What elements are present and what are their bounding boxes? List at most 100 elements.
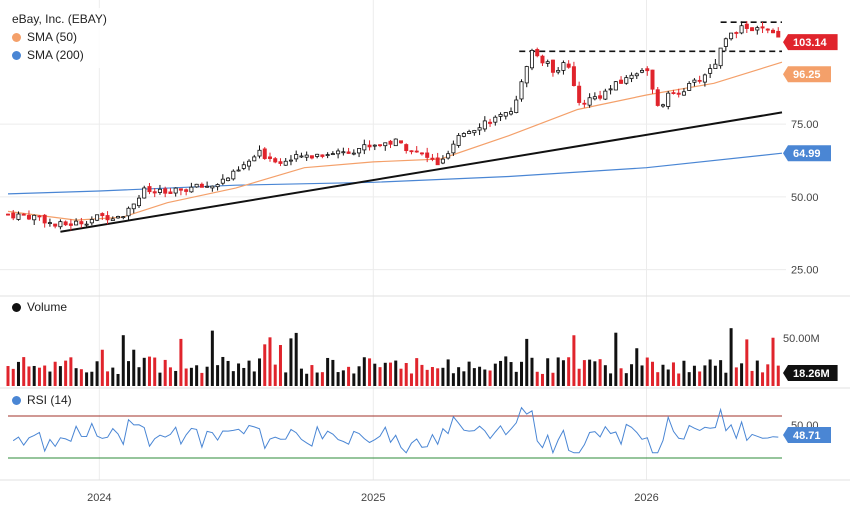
candle-body bbox=[53, 223, 58, 227]
volume-bar bbox=[48, 371, 52, 386]
legend-sma200[interactable]: SMA (200) bbox=[12, 46, 107, 64]
candle-body bbox=[566, 63, 571, 68]
volume-bar bbox=[640, 365, 644, 386]
volume-bar bbox=[582, 360, 586, 386]
volume-bar bbox=[483, 369, 487, 386]
volume-bar bbox=[64, 360, 68, 386]
candle-body bbox=[273, 158, 278, 163]
candle-body bbox=[294, 154, 299, 160]
volume-dot-icon bbox=[12, 302, 21, 312]
volume-bar bbox=[687, 372, 691, 386]
candle-body bbox=[346, 151, 351, 154]
volume-bar bbox=[79, 369, 83, 386]
sma200-dot-icon bbox=[12, 50, 21, 60]
volume-badge-text: 18.26M bbox=[793, 368, 830, 380]
volume-legend[interactable]: Volume bbox=[10, 299, 74, 315]
candle-body bbox=[419, 152, 424, 155]
volume-bar bbox=[603, 365, 607, 386]
rsi-legend-label: RSI (14) bbox=[27, 393, 72, 407]
candle-body bbox=[84, 223, 89, 226]
candle-body bbox=[320, 154, 325, 157]
volume-bar bbox=[299, 368, 303, 386]
candle-body bbox=[357, 148, 362, 154]
candle-body bbox=[503, 112, 508, 117]
candle-body bbox=[79, 221, 84, 225]
rsi-legend[interactable]: RSI (14) bbox=[10, 392, 78, 408]
volume-bar bbox=[32, 365, 36, 386]
volume-bar bbox=[242, 367, 246, 386]
legend-title-text: eBay, Inc. (EBAY) bbox=[12, 12, 107, 26]
volume-bar bbox=[347, 366, 351, 386]
candle-body bbox=[252, 156, 257, 162]
candle-body bbox=[771, 29, 776, 34]
candle-body bbox=[456, 135, 461, 146]
legend-sma50[interactable]: SMA (50) bbox=[12, 28, 107, 46]
candle-body bbox=[425, 152, 430, 158]
volume-bar bbox=[95, 361, 99, 386]
volume-bar bbox=[546, 358, 550, 386]
rsi-pane bbox=[8, 406, 782, 459]
volume-bar bbox=[577, 368, 581, 386]
volume-bar bbox=[441, 367, 445, 386]
candle-body bbox=[540, 55, 545, 64]
volume-bar bbox=[121, 335, 125, 386]
volume-bar bbox=[85, 372, 89, 386]
candle-body bbox=[577, 85, 582, 103]
volume-bar bbox=[635, 348, 639, 386]
candle-body bbox=[414, 150, 419, 153]
volume-bar bbox=[593, 361, 597, 386]
candle-body bbox=[467, 131, 472, 134]
candle-body bbox=[755, 27, 760, 31]
volume-bar bbox=[189, 367, 193, 386]
candle-body bbox=[498, 113, 503, 117]
candle-body bbox=[477, 127, 482, 131]
x-tick-label: 2024 bbox=[87, 492, 111, 504]
volume-bar bbox=[163, 359, 167, 386]
volume-bar bbox=[247, 360, 251, 386]
candle-body bbox=[68, 223, 73, 226]
candle-body bbox=[561, 62, 566, 71]
candle-body bbox=[32, 214, 37, 221]
volume-bar bbox=[368, 358, 372, 386]
candle-body bbox=[147, 186, 152, 193]
candle-body bbox=[262, 148, 267, 159]
volume-bar bbox=[462, 371, 466, 386]
volume-bar bbox=[373, 363, 377, 386]
volume-bar bbox=[520, 361, 524, 386]
candle-body bbox=[723, 38, 728, 47]
volume-bar bbox=[588, 359, 592, 386]
x-tick-label: 2025 bbox=[361, 492, 385, 504]
volume-bar bbox=[509, 362, 513, 386]
candle-body bbox=[126, 207, 131, 217]
volume-bar bbox=[205, 366, 209, 386]
candle-body bbox=[608, 88, 613, 91]
candle-body bbox=[378, 144, 383, 147]
volume-bar bbox=[22, 357, 26, 386]
volume-tick-label: 50.00M bbox=[783, 333, 820, 345]
candle-body bbox=[713, 63, 718, 69]
volume-bar bbox=[614, 332, 618, 386]
candle-body bbox=[131, 203, 136, 210]
candle-body bbox=[440, 158, 445, 164]
candle-body bbox=[26, 215, 31, 220]
volume-bar bbox=[336, 372, 340, 386]
candle-body bbox=[16, 213, 21, 220]
candle-body bbox=[687, 83, 692, 91]
rsi-badge-text: 48.71 bbox=[793, 430, 821, 442]
candle-body bbox=[529, 49, 534, 69]
candle-body bbox=[236, 169, 241, 172]
candle-body bbox=[660, 104, 665, 107]
volume-bar bbox=[294, 332, 298, 386]
volume-bar bbox=[734, 367, 738, 386]
candle-body bbox=[136, 197, 141, 207]
volume-bar bbox=[195, 365, 199, 386]
price-badge-bg bbox=[783, 34, 838, 51]
candle-body bbox=[603, 90, 608, 100]
volume-bar bbox=[231, 371, 235, 386]
volume-bar bbox=[58, 366, 62, 386]
candle-body bbox=[194, 183, 199, 188]
candle-body bbox=[702, 74, 707, 83]
candle-body bbox=[100, 213, 105, 217]
x-axis: 2024 2025 2026 bbox=[87, 492, 659, 504]
